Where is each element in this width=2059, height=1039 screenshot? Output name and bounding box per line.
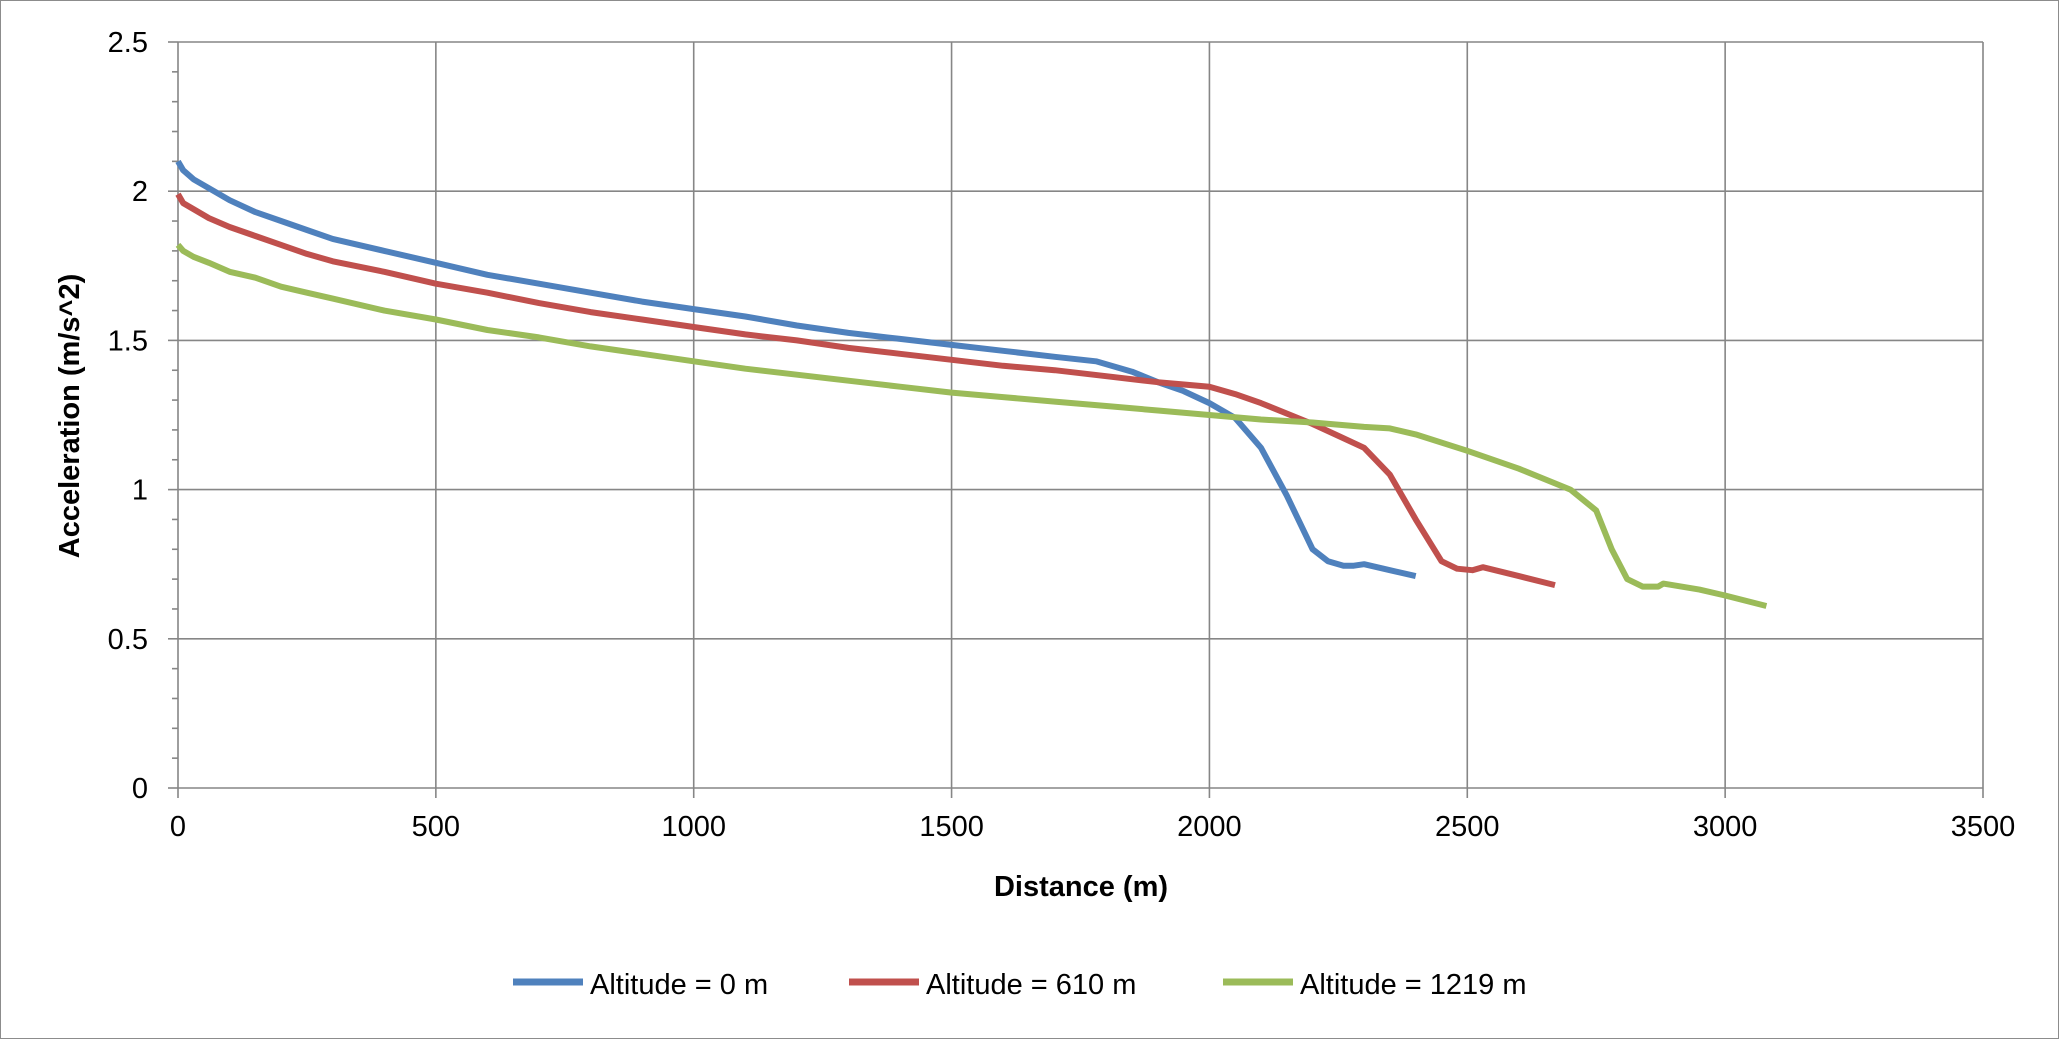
x-axis-title: Distance (m) [994,871,1168,903]
y-tick-label: 0 [132,773,148,805]
gridlines [178,41,1984,788]
legend-label-1: Altitude = 0 m [590,969,768,1001]
series-line-2 [175,192,1556,589]
tick-labels: 0 500 1000 1500 2000 2500 3000 3500 0 0.5 1 1.5 2 2.5 [108,27,2016,843]
x-tick-label: 3500 [1951,811,2016,843]
x-tick-label: 2000 [1177,811,1242,843]
series-lines [175,159,1768,609]
y-tick-label: 0.5 [108,624,148,656]
y-tick-label: 1 [132,475,148,507]
x-tick-label: 2500 [1435,811,1500,843]
series-line-1 [175,159,1417,580]
y-tick-label: 2 [132,176,148,208]
axes [168,41,1984,798]
x-tick-label: 1500 [919,811,984,843]
x-tick-label: 3000 [1693,811,1758,843]
y-tick-label: 1.5 [108,325,148,357]
y-tick-label: 2.5 [108,27,148,59]
x-tick-label: 0 [170,811,186,843]
legend-label-3: Altitude = 1219 m [1300,969,1527,1001]
y-axis-title: Acceleration (m/s^2) [54,274,86,558]
legend-label-2: Altitude = 610 m [926,969,1136,1001]
x-tick-label: 1000 [661,811,726,843]
series-line-3 [175,242,1768,609]
x-tick-label: 500 [412,811,460,843]
legend: Altitude = 0 m Altitude = 610 m Altitude =… [513,969,1527,1001]
